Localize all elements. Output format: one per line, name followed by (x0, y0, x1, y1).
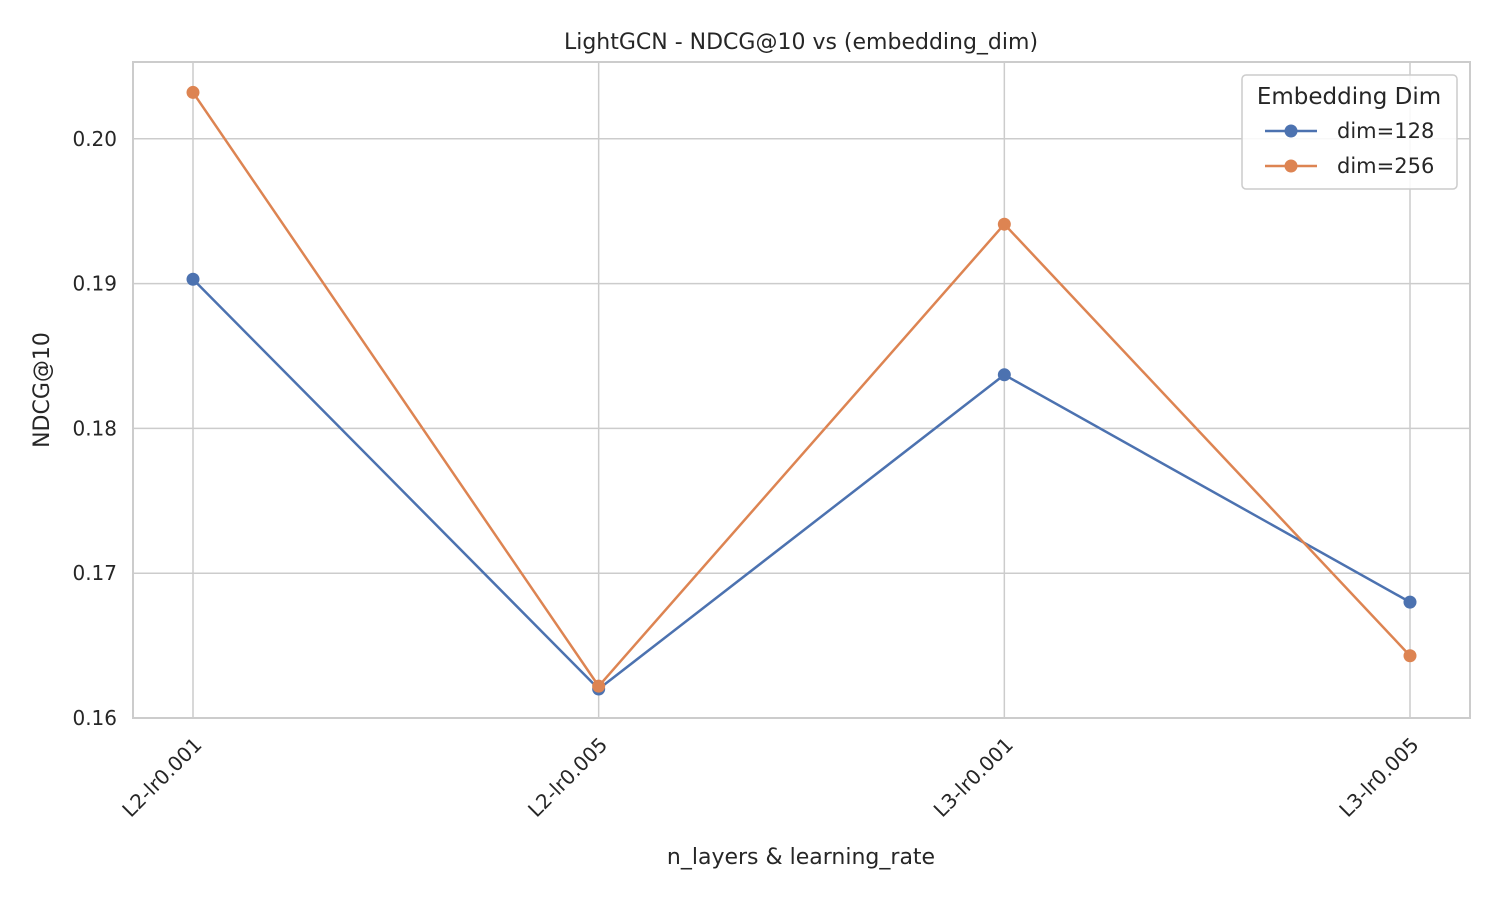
y-tick-label: 0.19 (72, 272, 117, 296)
data-point (997, 217, 1011, 231)
legend-marker (1284, 159, 1298, 173)
data-point (1403, 595, 1417, 609)
x-tick-label: L2-lr0.001 (117, 733, 206, 822)
legend-entry: dim=128 (1265, 119, 1434, 143)
x-tick-label: L2-lr0.005 (523, 733, 612, 822)
legend-entries: dim=128 dim=256 (1265, 119, 1434, 178)
legend-label: dim=128 (1337, 119, 1434, 143)
y-tick-label: 0.16 (72, 706, 117, 730)
legend-title: Embedding Dim (1257, 84, 1441, 110)
plot-area-frame (132, 61, 1471, 719)
legend: Embedding Dim dim=128 dim=256 (1241, 74, 1458, 190)
legend-box (1241, 74, 1458, 190)
series-line (191, 91, 1411, 688)
y-tick-label: 0.20 (72, 127, 117, 151)
x-axis-label: n_layers & learning_rate (667, 845, 935, 870)
series-layer (186, 85, 1417, 696)
data-point (186, 272, 200, 286)
x-tick-label: L3-lr0.005 (1334, 733, 1423, 822)
series-dim=256 (186, 85, 1417, 693)
y-axis-label: NDCG@10 (30, 332, 55, 448)
legend-label: dim=256 (1337, 154, 1434, 178)
y-tick-label: 0.18 (72, 416, 117, 440)
y-tick-label: 0.17 (72, 561, 117, 585)
data-point (1403, 649, 1417, 663)
legend-marker (1284, 124, 1298, 138)
chart-title: LightGCN - NDCG@10 vs (embedding_dim) (564, 30, 1038, 55)
series-dim=128 (186, 272, 1417, 696)
series-line (192, 278, 1411, 691)
x-axis-ticks: L2-lr0.001 L2-lr0.005 L3-lr0.001 L3-lr0.005 (117, 733, 1423, 822)
x-tick-label: L3-lr0.001 (929, 733, 1018, 822)
legend-entry: dim=256 (1265, 154, 1434, 178)
data-point (592, 679, 606, 693)
data-point (186, 85, 200, 99)
data-point (997, 368, 1011, 382)
y-axis-ticks: 0.16 0.17 0.18 0.19 0.20 (72, 127, 117, 730)
